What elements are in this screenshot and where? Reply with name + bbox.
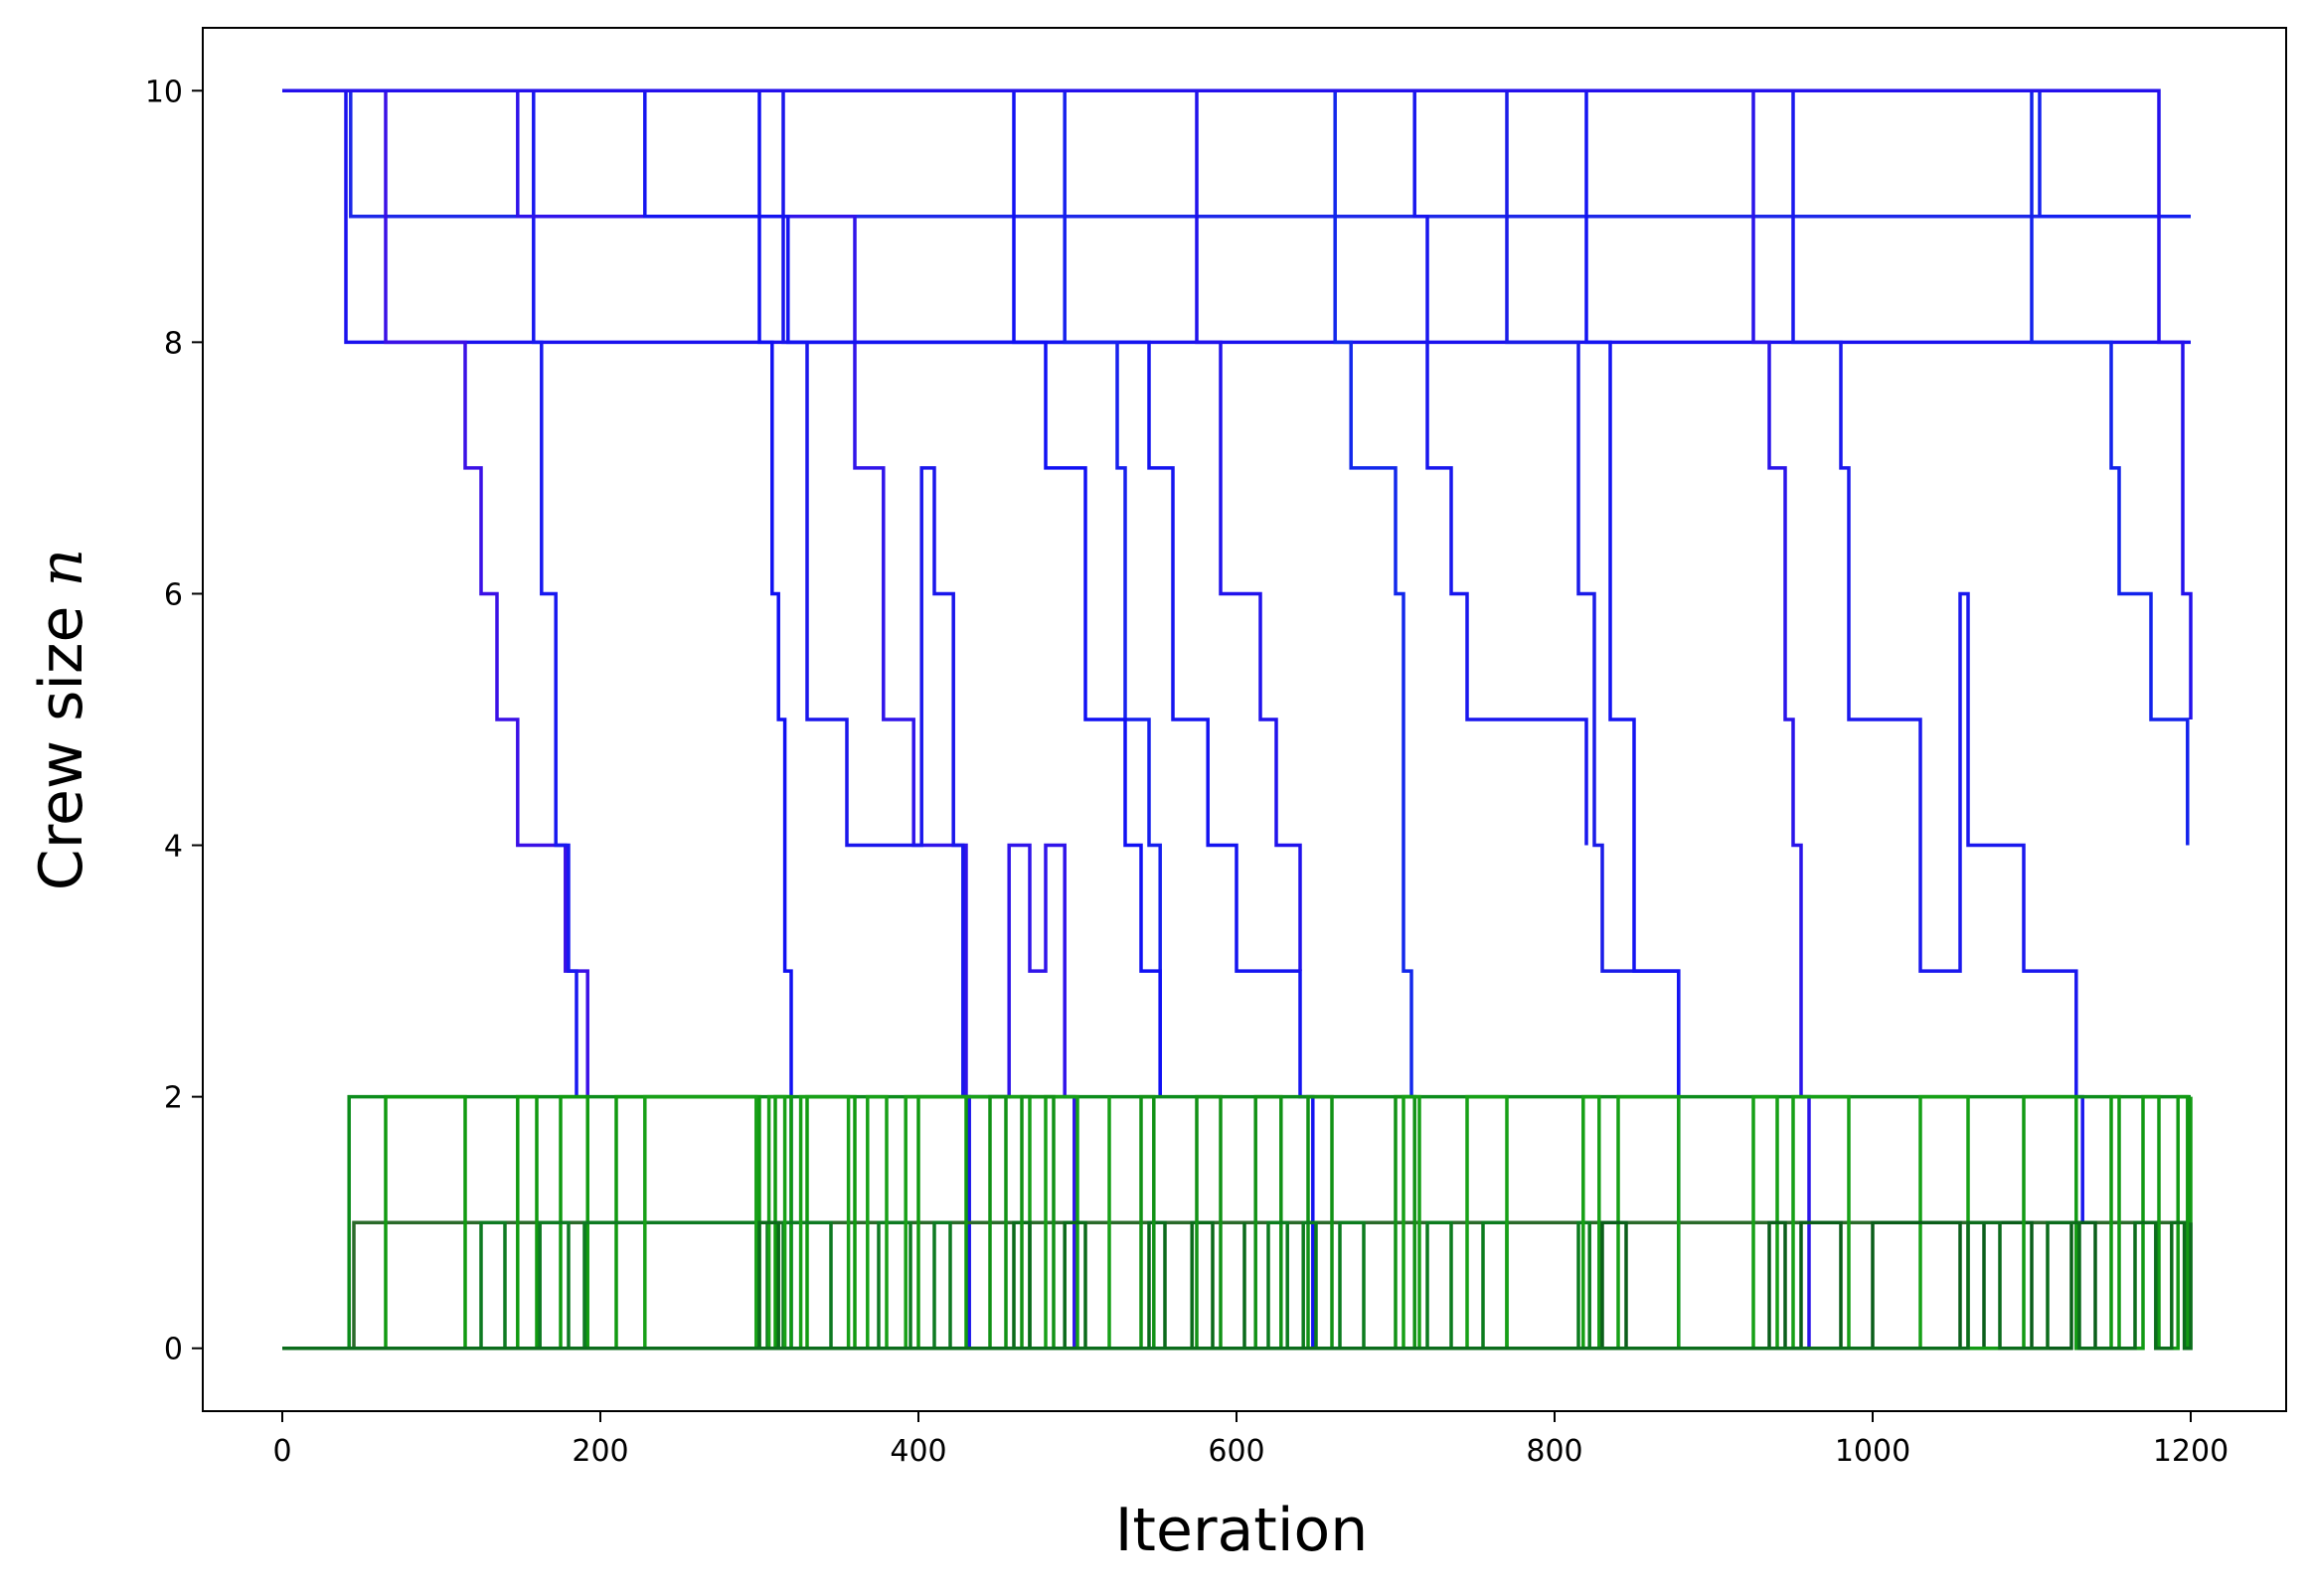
x-tick-label: 400 (890, 1434, 946, 1469)
series-line-green-32 (282, 1220, 2193, 1351)
y-tick-label: 0 (164, 1333, 183, 1367)
series-line-blue-8 (282, 88, 1315, 1349)
x-axis-label: Iteration (1115, 1496, 1369, 1565)
y-axis-label-text: Crew size (27, 606, 96, 891)
y-axis: 0 2 4 6 8 10 (145, 75, 203, 1367)
series-layer (282, 88, 2193, 1351)
y-tick-label: 4 (164, 830, 183, 865)
series-line-blue-4 (282, 88, 578, 1097)
series-line-blue-15 (282, 88, 1681, 1349)
x-tick-label: 600 (1208, 1434, 1264, 1469)
x-axis: 0 200 400 600 800 1000 1200 (272, 1411, 2228, 1469)
series-line-blue-10 (282, 88, 1162, 1097)
series-line-blue-20 (282, 88, 2193, 719)
plot-frame (202, 27, 2287, 1412)
x-tick-label: 1200 (2153, 1434, 2228, 1469)
series-line-blue-9 (282, 88, 1162, 1097)
y-axis-label: Crew size n (27, 549, 96, 890)
series-line-blue-6 (282, 88, 793, 1349)
y-tick-label: 8 (164, 326, 183, 361)
x-tick-label: 200 (572, 1434, 628, 1469)
series-line-green-26 (282, 1220, 1246, 1351)
y-axis-label-symbol: n (27, 549, 96, 587)
y-tick-label: 10 (145, 75, 183, 109)
series-line-green-31 (282, 1094, 2193, 1351)
series-line-blue-17 (282, 88, 2084, 1223)
y-tick-label: 6 (164, 577, 183, 612)
y-tick-label: 2 (164, 1081, 183, 1116)
series-line-blue-12 (282, 88, 1413, 1097)
series-line-blue-11 (282, 88, 1302, 972)
x-tick-label: 0 (272, 1434, 291, 1469)
series-line-blue-18 (282, 88, 2190, 846)
series-line-blue-13 (282, 88, 1588, 846)
x-tick-label: 1000 (1835, 1434, 1910, 1469)
x-tick-label: 800 (1526, 1434, 1582, 1469)
